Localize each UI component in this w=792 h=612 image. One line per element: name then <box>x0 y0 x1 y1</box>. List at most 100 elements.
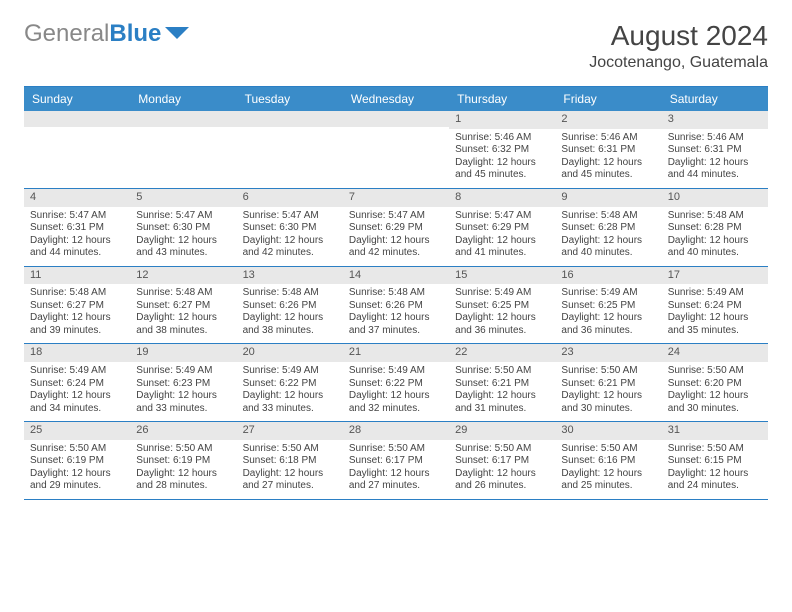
day-number: 28 <box>343 422 449 440</box>
day-info-line: Daylight: 12 hours <box>668 157 762 170</box>
day-cell: 28Sunrise: 5:50 AMSunset: 6:17 PMDayligh… <box>343 422 449 499</box>
day-info-line: Sunrise: 5:47 AM <box>30 210 124 223</box>
day-content: Sunrise: 5:50 AMSunset: 6:19 PMDaylight:… <box>130 440 236 499</box>
day-info-line: Sunrise: 5:47 AM <box>243 210 337 223</box>
day-number <box>24 111 130 127</box>
day-header: Friday <box>555 87 661 111</box>
day-content: Sunrise: 5:47 AMSunset: 6:30 PMDaylight:… <box>237 207 343 266</box>
day-number: 29 <box>449 422 555 440</box>
day-info-line: Sunset: 6:30 PM <box>136 222 230 235</box>
day-content: Sunrise: 5:50 AMSunset: 6:15 PMDaylight:… <box>662 440 768 499</box>
day-cell: 23Sunrise: 5:50 AMSunset: 6:21 PMDayligh… <box>555 344 661 421</box>
day-info-line: Sunrise: 5:47 AM <box>136 210 230 223</box>
day-info-line: Sunset: 6:31 PM <box>561 144 655 157</box>
day-content <box>237 127 343 136</box>
day-number: 31 <box>662 422 768 440</box>
day-number: 1 <box>449 111 555 129</box>
day-info-line: and 45 minutes. <box>561 169 655 182</box>
day-info-line: and 26 minutes. <box>455 480 549 493</box>
day-info-line: Sunrise: 5:48 AM <box>30 287 124 300</box>
day-cell <box>237 111 343 188</box>
day-cell: 1Sunrise: 5:46 AMSunset: 6:32 PMDaylight… <box>449 111 555 188</box>
day-info-line: and 27 minutes. <box>349 480 443 493</box>
day-content: Sunrise: 5:48 AMSunset: 6:27 PMDaylight:… <box>130 284 236 343</box>
day-info-line: and 29 minutes. <box>30 480 124 493</box>
logo-flag-icon <box>165 20 191 48</box>
day-cell <box>24 111 130 188</box>
day-content: Sunrise: 5:46 AMSunset: 6:31 PMDaylight:… <box>555 129 661 188</box>
day-info-line: Sunset: 6:31 PM <box>668 144 762 157</box>
day-info-line: Sunrise: 5:47 AM <box>455 210 549 223</box>
day-info-line: Sunset: 6:32 PM <box>455 144 549 157</box>
day-header: Monday <box>130 87 236 111</box>
day-cell: 22Sunrise: 5:50 AMSunset: 6:21 PMDayligh… <box>449 344 555 421</box>
day-info-line: Daylight: 12 hours <box>561 390 655 403</box>
day-content: Sunrise: 5:48 AMSunset: 6:28 PMDaylight:… <box>662 207 768 266</box>
title-block: August 2024 Jocotenango, Guatemala <box>589 20 768 72</box>
day-info-line: Daylight: 12 hours <box>243 390 337 403</box>
day-number: 17 <box>662 267 768 285</box>
day-number: 7 <box>343 189 449 207</box>
day-info-line: and 36 minutes. <box>561 325 655 338</box>
day-info-line: Daylight: 12 hours <box>455 235 549 248</box>
day-number: 24 <box>662 344 768 362</box>
day-cell: 14Sunrise: 5:48 AMSunset: 6:26 PMDayligh… <box>343 267 449 344</box>
day-content: Sunrise: 5:49 AMSunset: 6:24 PMDaylight:… <box>24 362 130 421</box>
day-info-line: Sunset: 6:29 PM <box>349 222 443 235</box>
day-number: 23 <box>555 344 661 362</box>
day-cell <box>130 111 236 188</box>
week-row: 11Sunrise: 5:48 AMSunset: 6:27 PMDayligh… <box>24 267 768 345</box>
day-info-line: Daylight: 12 hours <box>243 312 337 325</box>
day-info-line: Daylight: 12 hours <box>455 390 549 403</box>
day-info-line: and 44 minutes. <box>30 247 124 260</box>
day-info-line: and 45 minutes. <box>455 169 549 182</box>
day-number: 9 <box>555 189 661 207</box>
day-cell: 17Sunrise: 5:49 AMSunset: 6:24 PMDayligh… <box>662 267 768 344</box>
day-cell: 20Sunrise: 5:49 AMSunset: 6:22 PMDayligh… <box>237 344 343 421</box>
day-info-line: Daylight: 12 hours <box>668 312 762 325</box>
day-cell: 9Sunrise: 5:48 AMSunset: 6:28 PMDaylight… <box>555 189 661 266</box>
day-cell: 29Sunrise: 5:50 AMSunset: 6:17 PMDayligh… <box>449 422 555 499</box>
day-info-line: and 32 minutes. <box>349 403 443 416</box>
day-content: Sunrise: 5:47 AMSunset: 6:29 PMDaylight:… <box>449 207 555 266</box>
day-content <box>24 127 130 136</box>
day-info-line: Sunset: 6:21 PM <box>561 378 655 391</box>
day-cell: 21Sunrise: 5:49 AMSunset: 6:22 PMDayligh… <box>343 344 449 421</box>
day-number <box>237 111 343 127</box>
day-info-line: Daylight: 12 hours <box>243 235 337 248</box>
day-info-line: and 36 minutes. <box>455 325 549 338</box>
day-info-line: Sunrise: 5:46 AM <box>455 132 549 145</box>
day-info-line: Sunset: 6:16 PM <box>561 455 655 468</box>
day-info-line: Daylight: 12 hours <box>349 468 443 481</box>
day-info-line: Sunrise: 5:48 AM <box>136 287 230 300</box>
day-content: Sunrise: 5:47 AMSunset: 6:30 PMDaylight:… <box>130 207 236 266</box>
day-content: Sunrise: 5:50 AMSunset: 6:21 PMDaylight:… <box>449 362 555 421</box>
day-info-line: Daylight: 12 hours <box>136 390 230 403</box>
day-info-line: and 42 minutes. <box>243 247 337 260</box>
day-info-line: and 35 minutes. <box>668 325 762 338</box>
day-content: Sunrise: 5:50 AMSunset: 6:17 PMDaylight:… <box>449 440 555 499</box>
day-info-line: Sunset: 6:21 PM <box>455 378 549 391</box>
day-info-line: and 33 minutes. <box>136 403 230 416</box>
day-number: 22 <box>449 344 555 362</box>
day-info-line: Sunset: 6:19 PM <box>136 455 230 468</box>
day-info-line: Sunrise: 5:50 AM <box>136 443 230 456</box>
day-info-line: Sunset: 6:17 PM <box>349 455 443 468</box>
calendar: SundayMondayTuesdayWednesdayThursdayFrid… <box>24 86 768 500</box>
day-header: Tuesday <box>237 87 343 111</box>
day-content: Sunrise: 5:49 AMSunset: 6:24 PMDaylight:… <box>662 284 768 343</box>
day-info-line: and 34 minutes. <box>30 403 124 416</box>
day-cell: 26Sunrise: 5:50 AMSunset: 6:19 PMDayligh… <box>130 422 236 499</box>
day-content: Sunrise: 5:50 AMSunset: 6:21 PMDaylight:… <box>555 362 661 421</box>
day-info-line: Sunset: 6:27 PM <box>30 300 124 313</box>
day-content: Sunrise: 5:46 AMSunset: 6:31 PMDaylight:… <box>662 129 768 188</box>
logo-text-1: General <box>24 20 109 48</box>
day-info-line: Sunset: 6:20 PM <box>668 378 762 391</box>
day-info-line: Daylight: 12 hours <box>136 468 230 481</box>
day-info-line: Sunrise: 5:50 AM <box>668 443 762 456</box>
day-cell: 3Sunrise: 5:46 AMSunset: 6:31 PMDaylight… <box>662 111 768 188</box>
day-info-line: Sunrise: 5:46 AM <box>561 132 655 145</box>
day-info-line: Daylight: 12 hours <box>561 468 655 481</box>
day-number: 8 <box>449 189 555 207</box>
day-number: 27 <box>237 422 343 440</box>
